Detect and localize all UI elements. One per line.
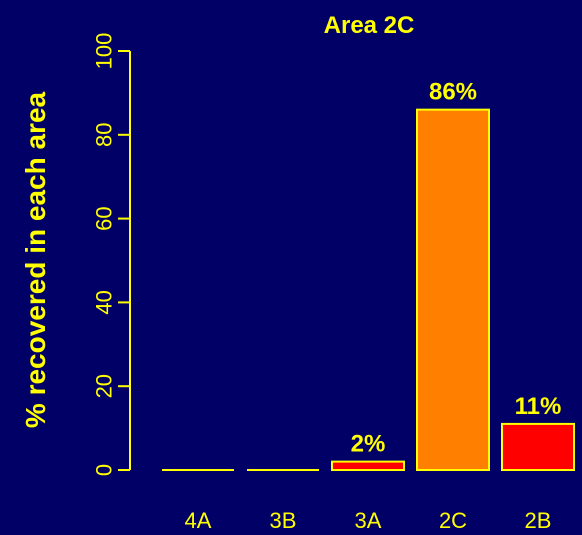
bar	[416, 108, 490, 471]
y-tick-label: 60	[92, 206, 117, 230]
y-tick-label: 0	[92, 464, 117, 476]
y-tick-label: 80	[92, 123, 117, 147]
y-tick-label: 40	[92, 290, 117, 314]
data-labels: 2% 86% 11%	[351, 79, 562, 458]
bar-data-label: 2%	[351, 431, 386, 458]
y-tick-label: 100	[92, 33, 117, 70]
chart-title: Area 2C	[324, 12, 415, 39]
y-axis: 0 20 40 60 80 100	[92, 33, 131, 476]
x-axis-labels: 4A 3B 3A 2C 2B	[185, 508, 552, 533]
bars	[162, 108, 575, 472]
bar-data-label: 86%	[429, 79, 477, 106]
bar	[501, 422, 575, 472]
x-category-label: 3A	[355, 508, 382, 533]
x-category-label: 4A	[185, 508, 212, 533]
y-tick-label: 20	[92, 374, 117, 398]
x-category-label: 2C	[439, 508, 467, 533]
y-axis-label: % recovered in each area	[20, 91, 51, 428]
bar-data-label: 11%	[515, 393, 562, 420]
x-category-label: 3B	[270, 508, 297, 533]
bar	[331, 460, 405, 471]
x-category-label: 2B	[525, 508, 552, 533]
